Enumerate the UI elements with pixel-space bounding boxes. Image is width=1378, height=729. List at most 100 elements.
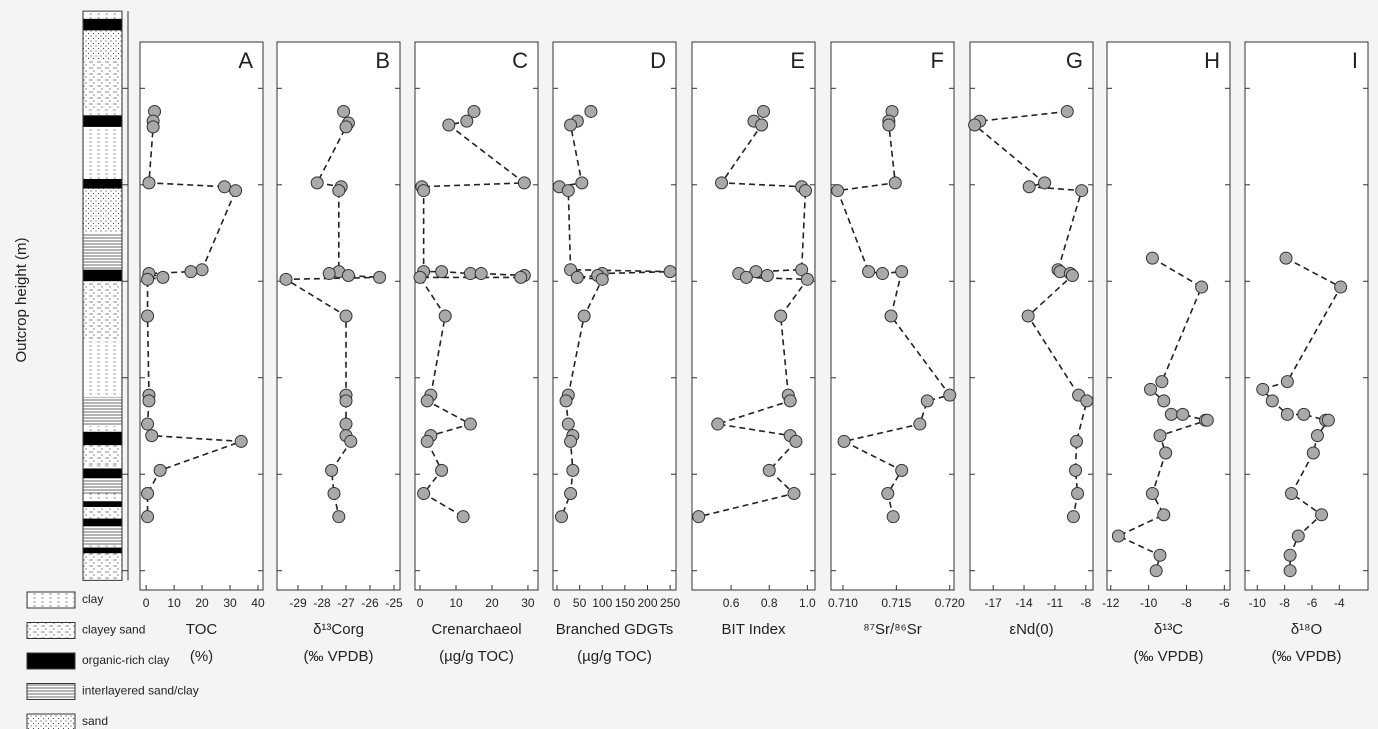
data-point (913, 417, 927, 431)
x-tick-label: 10 (449, 596, 463, 610)
data-point (774, 309, 788, 323)
x-tick-label: 0.720 (935, 596, 965, 610)
data-point (760, 268, 774, 282)
data-point (1075, 184, 1089, 198)
x-tick-label: 0.710 (828, 596, 858, 610)
lithology-frame (82, 10, 123, 581)
data-point (564, 487, 578, 501)
data-point (895, 265, 909, 279)
data-point (1334, 280, 1348, 294)
x-tick-label: -10 (1249, 596, 1267, 610)
data-point (517, 176, 531, 190)
legend-label: clayey sand (82, 623, 145, 637)
data-point (1291, 529, 1305, 543)
x-tick-label: -8 (1080, 596, 1091, 610)
data-point (1111, 529, 1125, 543)
lithology-layer (83, 281, 122, 340)
data-point (1022, 180, 1036, 194)
data-point (762, 463, 776, 477)
data-point (559, 394, 573, 408)
data-point (1195, 280, 1209, 294)
x-axis-unit: (%) (190, 648, 213, 665)
data-line (973, 110, 1088, 517)
data-point (1265, 394, 1279, 408)
data-point (561, 417, 575, 431)
panel-frame (276, 41, 401, 591)
data-point (435, 265, 449, 279)
data-point (1069, 463, 1083, 477)
panel-letter: I (1352, 48, 1358, 73)
legend-swatch (26, 683, 76, 700)
x-tick-label: 0 (554, 596, 561, 610)
panel-letter: A (238, 48, 253, 73)
data-point (795, 263, 809, 277)
x-tick-label: -26 (361, 596, 379, 610)
data-point (234, 434, 248, 448)
data-line (836, 111, 952, 517)
data-point (156, 270, 170, 284)
data-point (460, 114, 474, 128)
data-point (577, 309, 591, 323)
x-axis-unit: (µg/g TOC) (577, 648, 652, 665)
x-tick-label: -6 (1307, 596, 1318, 610)
data-point (337, 104, 351, 118)
data-point (882, 118, 896, 132)
lithology-layer (83, 397, 122, 426)
data-point (1060, 104, 1074, 118)
x-tick-label: -10 (1140, 596, 1158, 610)
lithology-layer (83, 547, 122, 554)
data-point (1159, 446, 1173, 460)
data-point (322, 267, 336, 281)
legend-swatch (26, 622, 76, 639)
lithology-layer (83, 478, 122, 494)
data-point (1145, 251, 1159, 265)
data-point (663, 265, 677, 279)
data-point (467, 104, 481, 118)
data-point (1279, 251, 1293, 265)
x-tick-label: 10 (167, 596, 181, 610)
lithology-layer (83, 179, 122, 189)
data-point (888, 176, 902, 190)
data-point (373, 270, 387, 284)
x-axis-label: δ¹³C (1154, 621, 1183, 638)
legend-swatch (26, 591, 76, 609)
data-point (757, 104, 771, 118)
data-point (141, 309, 155, 323)
data-point (1021, 309, 1035, 323)
legend-swatch (26, 713, 76, 729)
data-point (831, 184, 845, 198)
lithology-layer (83, 518, 122, 527)
x-tick-label: 0.715 (881, 596, 911, 610)
data-point (575, 176, 589, 190)
data-point (1315, 508, 1329, 522)
lithology-layer (83, 18, 122, 31)
x-tick-label: 0 (417, 596, 424, 610)
data-point (413, 270, 427, 284)
lithology-layer (83, 115, 122, 127)
data-point (584, 104, 598, 118)
data-point (456, 510, 470, 524)
data-point (417, 487, 431, 501)
x-axis-label: Crenarchaeol (431, 621, 521, 638)
x-tick-label: -28 (313, 596, 331, 610)
data-point (1297, 407, 1311, 421)
lithology-layer (83, 468, 122, 479)
data-point (1066, 510, 1080, 524)
data-point (141, 510, 155, 524)
lithology-layer (83, 30, 122, 60)
data-point (1038, 176, 1052, 190)
data-point (1321, 413, 1335, 427)
data-point (555, 510, 569, 524)
data-point (146, 120, 160, 134)
x-tick-label: -17 (984, 596, 1002, 610)
legend-label: organic-rich clay (82, 653, 169, 667)
data-point (229, 184, 243, 198)
data-point (325, 463, 339, 477)
data-point (463, 417, 477, 431)
x-tick-label: 100 (592, 596, 612, 610)
lithology-layer (83, 526, 122, 546)
data-point (1145, 487, 1159, 501)
data-point (884, 309, 898, 323)
x-tick-label: 250 (660, 596, 680, 610)
